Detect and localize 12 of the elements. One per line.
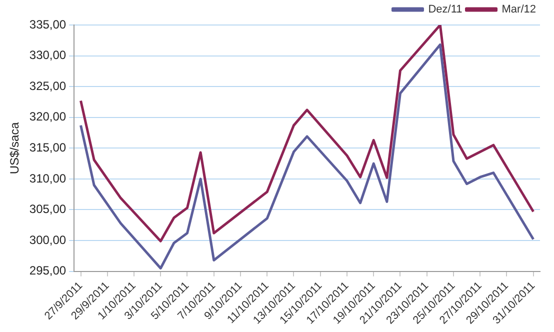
- legend-label: Dez/11: [428, 4, 462, 16]
- y-tick-label: 300,00: [29, 232, 66, 247]
- y-tick-label: 325,00: [29, 78, 66, 93]
- y-tick-label: 315,00: [29, 140, 66, 154]
- y-tick-label: 335,00: [29, 17, 66, 32]
- y-tick-label: 330,00: [29, 48, 66, 62]
- y-tick-label: 295,00: [29, 264, 66, 278]
- y-tick-label: 305,00: [29, 202, 66, 216]
- y-axis-title: US$/saca: [8, 122, 22, 174]
- y-tick-label: 320,00: [29, 110, 66, 124]
- legend-label: Mar/12: [502, 4, 536, 16]
- y-tick-label: 310,00: [29, 171, 66, 186]
